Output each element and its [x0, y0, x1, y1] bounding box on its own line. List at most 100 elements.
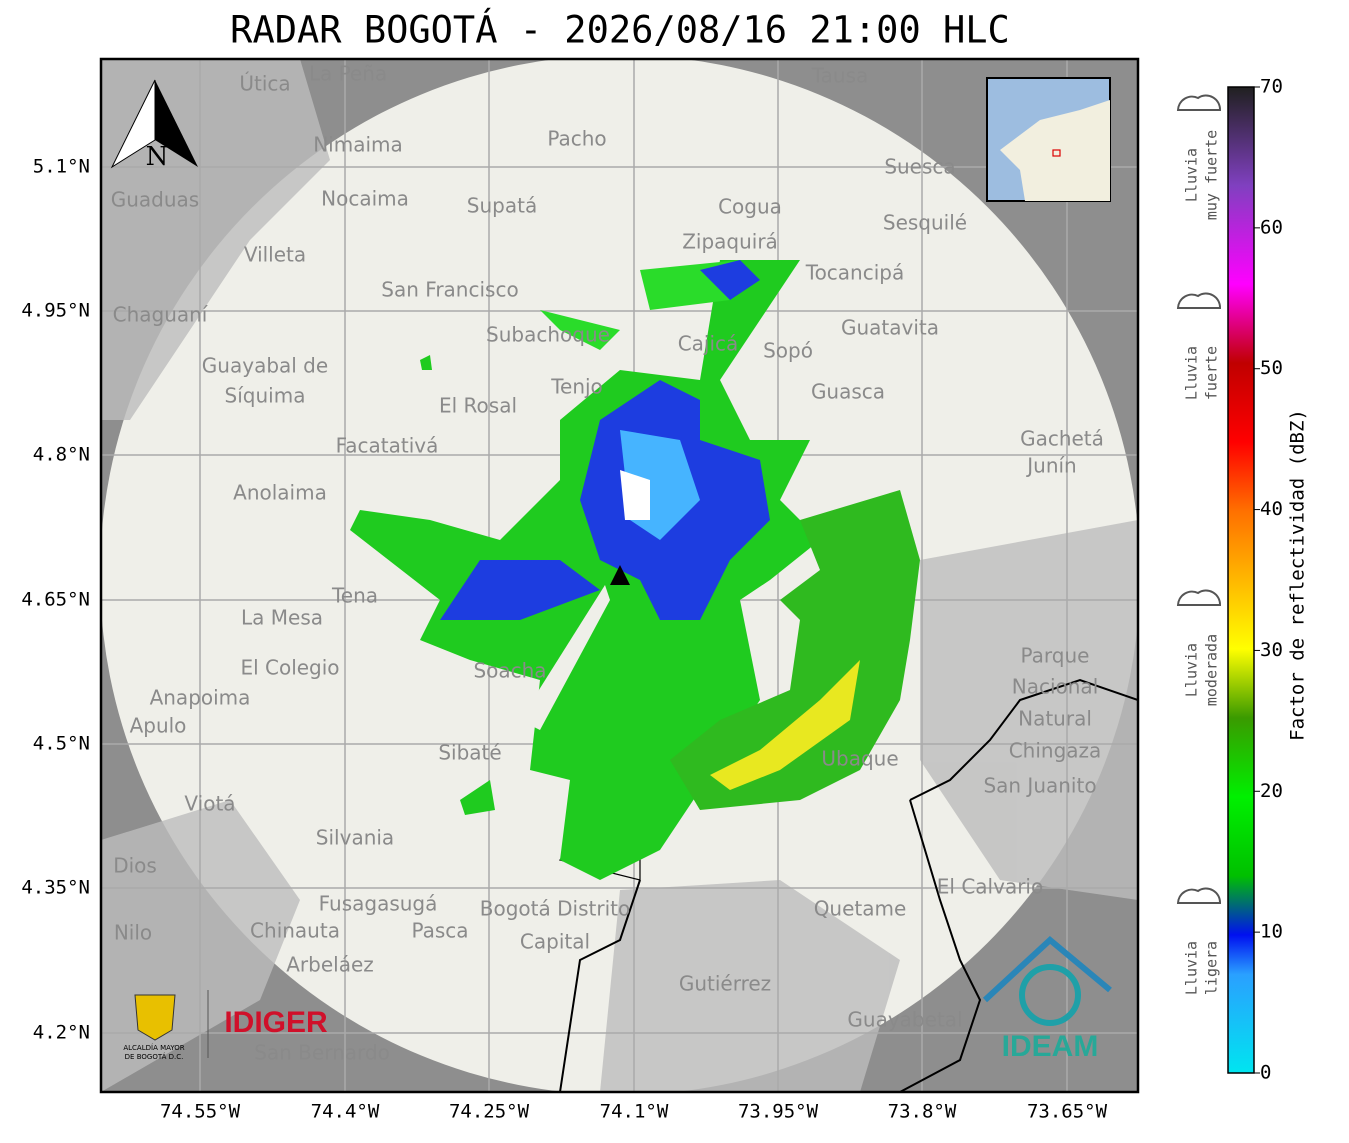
map-frame	[99, 57, 1140, 1094]
place-label: Silvania	[316, 826, 394, 850]
lat-label: 4.35°N	[21, 877, 90, 899]
map: La Peña Útica Tausa Pacho Nimaima Guaduas Noca…	[101, 59, 1138, 1092]
rain-icon	[1176, 94, 1222, 111]
place-label: Anapoima	[150, 686, 251, 710]
place-label: La Mesa	[241, 606, 323, 630]
place-label: Nimaima	[313, 133, 403, 157]
place-label: El Rosal	[439, 394, 517, 418]
place-label: Gutiérrez	[679, 972, 771, 996]
place-label: Viotá	[184, 792, 235, 816]
place-label: Capital	[520, 930, 590, 954]
rain-legend-label: muy fuerte	[1203, 130, 1221, 220]
place-label: Supatá	[467, 194, 537, 218]
place-label: Natural	[1018, 707, 1092, 731]
place-label: Pacho	[547, 127, 606, 151]
rain-legend-label: Lluvia	[1183, 346, 1201, 400]
logo-text: ALCALDÍA MAYOR	[123, 1043, 184, 1052]
place-label: Bogotá Distrito	[480, 897, 630, 921]
rain-legend-label: Lluvia	[1183, 643, 1201, 697]
place-label: Parque	[1021, 644, 1090, 668]
lon-label: 74.4°W	[311, 1101, 380, 1123]
place-label: Gachetá	[1020, 427, 1104, 451]
place-label: Apulo	[130, 714, 187, 738]
place-label: Nacional	[1012, 675, 1099, 699]
colorbar-label: Factor de reflectividad (dBZ)	[1287, 409, 1309, 741]
place-label: Chingaza	[1009, 739, 1102, 763]
inset-map	[986, 77, 1111, 202]
lon-label: 74.25°W	[449, 1101, 530, 1123]
rain-legend-label: moderada	[1203, 634, 1221, 706]
place-label: Facatativá	[336, 434, 439, 458]
place-label: Arbeláez	[286, 953, 374, 977]
place-label: Sibaté	[438, 741, 501, 765]
place-label: Nilo	[114, 921, 152, 945]
place-label: Tenjo	[550, 375, 603, 399]
north-arrow: N	[110, 79, 198, 172]
place-label: Villeta	[244, 243, 306, 267]
rain-legend-label: fuerte	[1203, 346, 1221, 400]
rain-icon	[1176, 589, 1222, 606]
place-label: Guasca	[811, 380, 885, 404]
place-label: Tena	[331, 584, 378, 608]
place-label: San Juanito	[983, 774, 1096, 798]
place-label: San Bernardo	[254, 1041, 390, 1065]
lon-label: 73.65°W	[1027, 1101, 1108, 1123]
place-label: Suesca	[884, 155, 955, 179]
lon-label: 74.55°W	[160, 1101, 241, 1123]
lat-label: 5.1°N	[33, 156, 90, 178]
place-label: El Calvario	[937, 875, 1043, 899]
place-label: Guayabal de	[202, 354, 328, 378]
lat-label: 4.2°N	[33, 1022, 90, 1044]
place-label: Útica	[239, 72, 290, 96]
place-label: Chinauta	[250, 919, 340, 943]
title: RADAR BOGOTÁ - 2026/08/16 21:00 HLC	[230, 8, 1010, 52]
colorbar	[1227, 86, 1255, 1074]
place-label: Guayabetal	[847, 1008, 962, 1032]
place-label: Anolaima	[233, 481, 327, 505]
radar-echoes	[350, 260, 920, 880]
logo-text: DE BOGOTÁ D.C.	[125, 1052, 184, 1061]
colorbar-tick-label: 10	[1260, 921, 1283, 943]
place-label: San Francisco	[381, 278, 518, 302]
rain-legend-label: Lluvia	[1183, 148, 1201, 202]
logo-text: IDIGER	[224, 1006, 328, 1039]
place-label: Junín	[1025, 454, 1076, 478]
place-label: Sopó	[763, 339, 813, 363]
place-label: Cogua	[718, 195, 782, 219]
place-label: Nocaima	[321, 187, 409, 211]
place-label: Guaduas	[111, 188, 199, 212]
colorbar-tick-label: 50	[1260, 357, 1283, 379]
colorbar-tick-label: 60	[1260, 216, 1283, 238]
colorbar-tick-label: 30	[1260, 639, 1283, 661]
lon-label: 74.1°W	[600, 1101, 669, 1123]
place-label: Cajicá	[678, 332, 739, 356]
place-label: Guatavita	[841, 316, 939, 340]
place-label: Pasca	[411, 919, 468, 943]
lon-label: 73.8°W	[888, 1101, 957, 1123]
place-label: Síquima	[225, 384, 306, 408]
lat-label: 4.95°N	[21, 300, 90, 322]
place-label: Soacha	[473, 659, 546, 683]
place-label: Dios	[113, 854, 157, 878]
place-label: Subachoque	[486, 323, 610, 347]
place-label: Tausa	[811, 64, 869, 88]
place-label: Tocancipá	[805, 261, 905, 285]
place-label: La Peña	[309, 62, 387, 86]
colorbar-tick-label: 70	[1260, 76, 1283, 98]
rain-icon	[1176, 887, 1222, 904]
lat-label: 4.5°N	[33, 733, 90, 755]
logo-text: IDEAM	[1002, 1030, 1099, 1063]
colorbar-tick-label: 20	[1260, 780, 1283, 802]
lon-label: 73.95°W	[738, 1101, 819, 1123]
colorbar-tick-label: 0	[1260, 1062, 1271, 1084]
place-label: Chaguaní	[113, 303, 209, 327]
place-label: Fusagasugá	[319, 892, 438, 916]
north-label: N	[146, 142, 169, 172]
place-label: Ubaque	[821, 747, 898, 771]
colorbar-tick-label: 40	[1260, 498, 1283, 520]
place-label: Zipaquirá	[682, 230, 778, 254]
place-label: Sesquilé	[883, 211, 967, 235]
lat-label: 4.65°N	[21, 589, 90, 611]
